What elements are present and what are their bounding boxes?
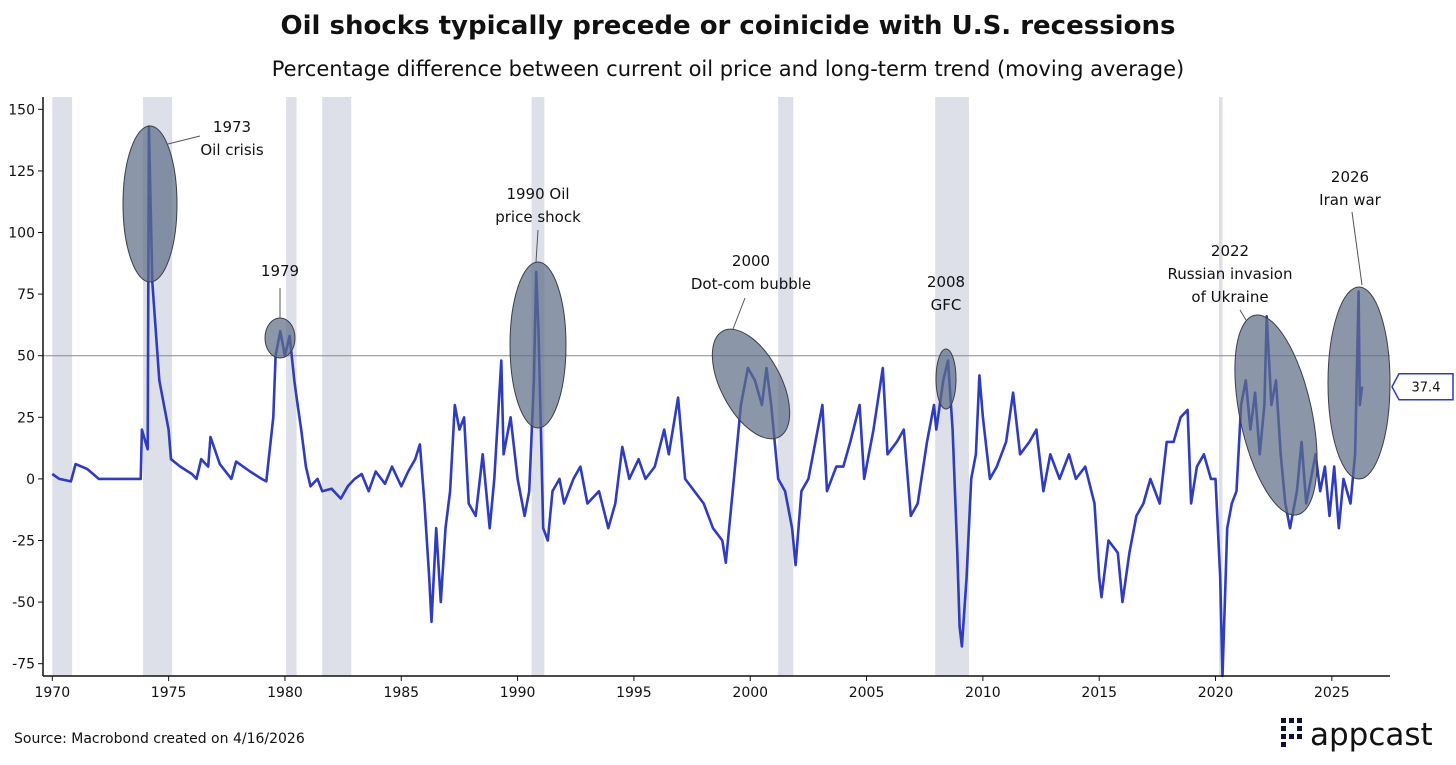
brand-logo (1281, 718, 1302, 747)
annotation-leader (1239, 309, 1247, 321)
annotation-leader (167, 135, 201, 145)
annotation-text: 2008 (927, 273, 965, 291)
recession-band (778, 97, 794, 676)
annotation-text: 1990 Oil (506, 185, 569, 203)
annotation-text: of Ukraine (1191, 288, 1268, 306)
x-tick-label: 2005 (849, 685, 885, 701)
x-tick-label: 1980 (267, 685, 303, 701)
annotation-text: Oil crisis (200, 141, 263, 159)
x-tick-label: 1990 (500, 685, 536, 701)
annotation-text: Iran war (1319, 191, 1382, 209)
x-tick-label: 2000 (732, 685, 768, 701)
annotation-text: Russian invasion (1168, 265, 1293, 283)
annotation-text: Dot-com bubble (691, 275, 811, 293)
brand-name: appcast (1310, 717, 1433, 753)
x-tick-label: 1995 (616, 685, 652, 701)
y-tick-label: 25 (17, 410, 35, 426)
y-tick-label: -25 (12, 533, 35, 549)
last-value-box (1391, 372, 1454, 401)
y-tick-label: 0 (26, 472, 35, 488)
recession-band (286, 97, 297, 676)
source-note: Source: Macrobond created on 4/16/2026 (14, 731, 305, 747)
annotation-text: 2026 (1331, 168, 1369, 186)
data-line (51, 125, 1364, 678)
annotation-text: 2000 (732, 252, 770, 270)
annotation-ellipse (935, 348, 957, 410)
x-tick-label: 2015 (1081, 685, 1117, 701)
annotation-text: GFC (931, 296, 962, 314)
y-tick-label: 50 (17, 349, 35, 365)
x-tick-label: 2020 (1198, 685, 1234, 701)
annotation-text: price shock (495, 208, 581, 226)
annotation-leader (535, 229, 539, 263)
annotation-ellipse (122, 125, 178, 283)
y-tick-label: 150 (8, 102, 35, 118)
recession-band (1219, 97, 1223, 676)
recession-band (322, 97, 352, 676)
x-tick-label: 1975 (151, 685, 187, 701)
annotation-ellipse (711, 328, 791, 440)
annotation-text: 1973 (213, 118, 251, 136)
y-tick-label: -75 (12, 657, 35, 673)
y-tick-label: -50 (12, 595, 35, 611)
x-tick-label: 1985 (383, 685, 419, 701)
recession-band (52, 97, 73, 676)
y-tick-label: 75 (17, 287, 35, 303)
annotation-leader (1351, 211, 1363, 286)
x-tick-label: 1970 (34, 685, 70, 701)
y-tick-label: 125 (8, 164, 35, 180)
annotation-ellipse (509, 261, 567, 429)
annotation-text: 1979 (261, 262, 299, 280)
last-value-label: 37.4 (1412, 381, 1441, 396)
annotation-text: 2022 (1211, 242, 1249, 260)
annotation-ellipse (1327, 286, 1391, 480)
x-tick-label: 2025 (1314, 685, 1350, 701)
y-tick-label: 100 (8, 226, 35, 242)
annotation-ellipse (1234, 314, 1318, 516)
chart-subtitle: Percentage difference between current oi… (272, 57, 1184, 81)
annotation-ellipse (264, 317, 296, 359)
x-tick-label: 2010 (965, 685, 1001, 701)
chart-title: Oil shocks typically precede or coinicid… (281, 11, 1176, 41)
annotation-leader (732, 297, 746, 330)
